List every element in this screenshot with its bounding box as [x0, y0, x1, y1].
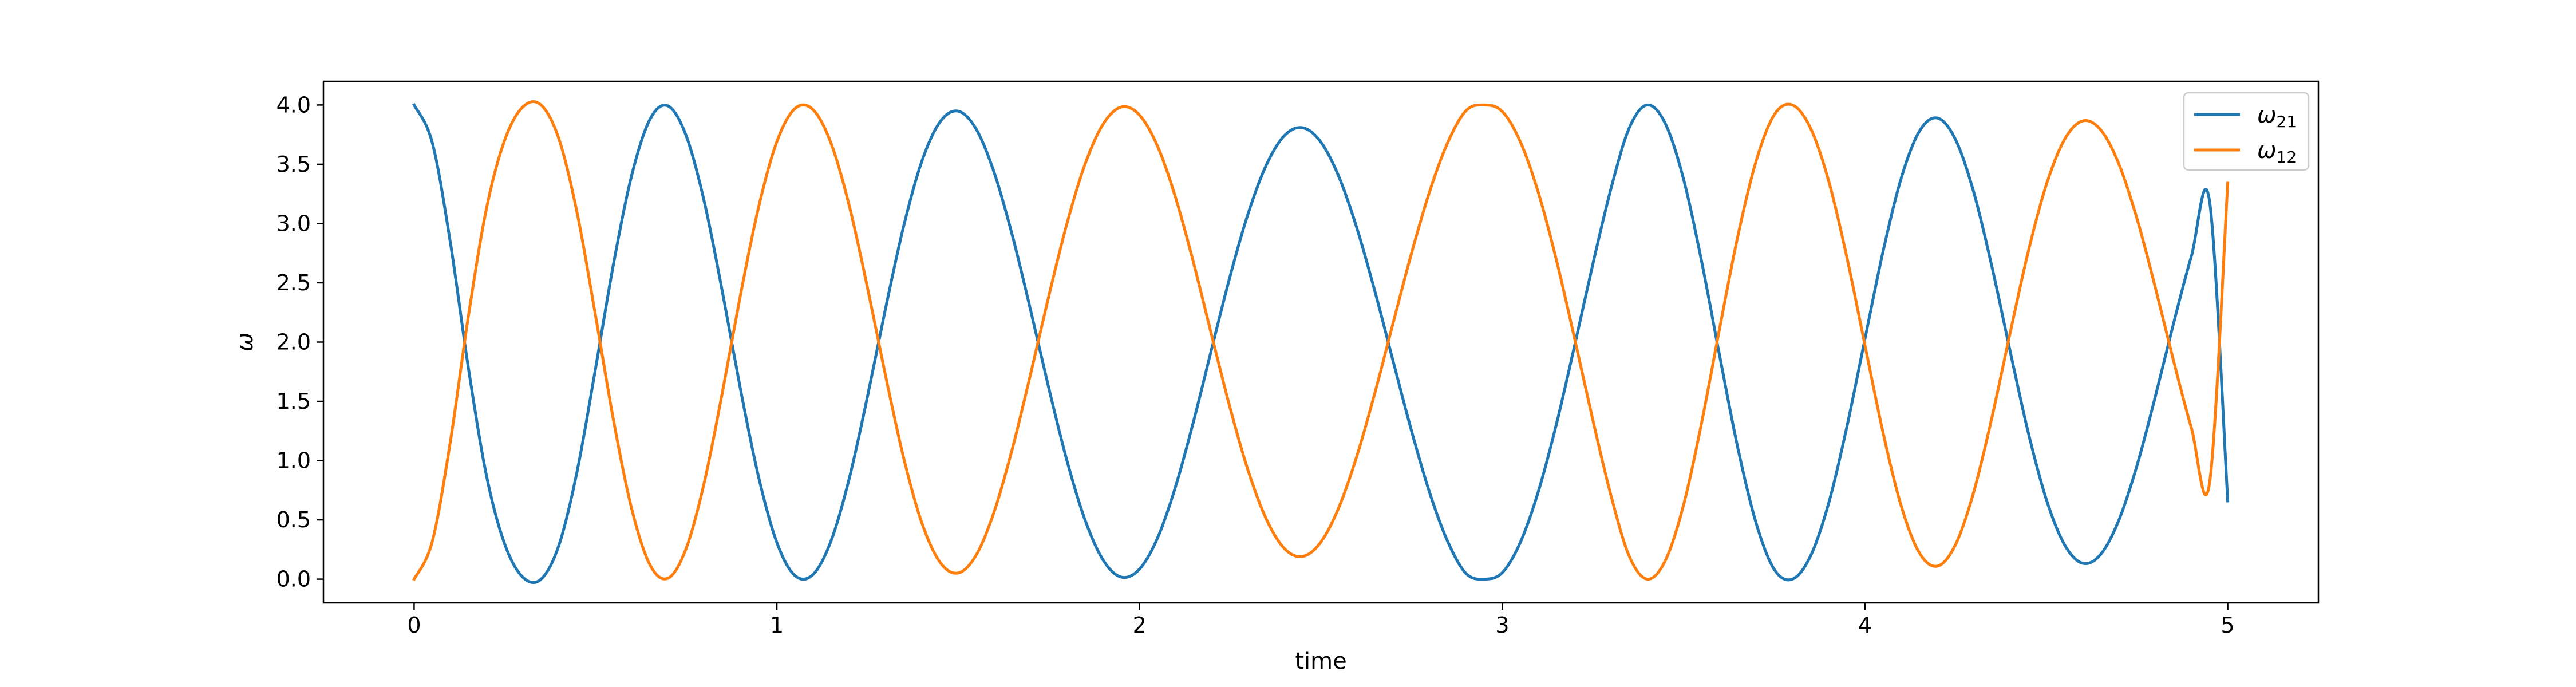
series-line-1 [412, 100, 2230, 581]
x-tick-label: 4 [1858, 613, 1872, 638]
x-tick-label: 2 [1133, 613, 1147, 638]
y-tick-label: 2.0 [276, 330, 311, 355]
y-tick-label: 3.0 [276, 211, 311, 236]
x-tick-label: 3 [1495, 613, 1509, 638]
y-tick-label: 4.0 [276, 92, 311, 117]
y-axis-label: ω [232, 333, 258, 352]
x-tick-label: 1 [770, 613, 784, 638]
legend-label-1: ω12 [2257, 137, 2297, 167]
series-line-0 [412, 103, 2230, 584]
x-tick-label: 5 [2221, 613, 2234, 638]
y-tick-label: 1.0 [276, 448, 311, 473]
y-tick-label: 2.5 [276, 270, 311, 295]
x-axis-label: time [1295, 648, 1346, 674]
plot-area [412, 100, 2230, 584]
y-tick-label: 3.5 [276, 152, 311, 177]
x-tick-label: 0 [407, 613, 421, 638]
y-tick-label: 1.5 [276, 389, 311, 414]
y-tick-label: 0.0 [276, 567, 311, 592]
axes: 0 1 2 3 4 5 0.0 0.5 1.0 1.5 2.0 2.5 3.0 3.5 4.0 [276, 80, 2320, 638]
y-tick-label: 0.5 [276, 507, 311, 532]
legend-label-0: ω21 [2257, 102, 2297, 131]
